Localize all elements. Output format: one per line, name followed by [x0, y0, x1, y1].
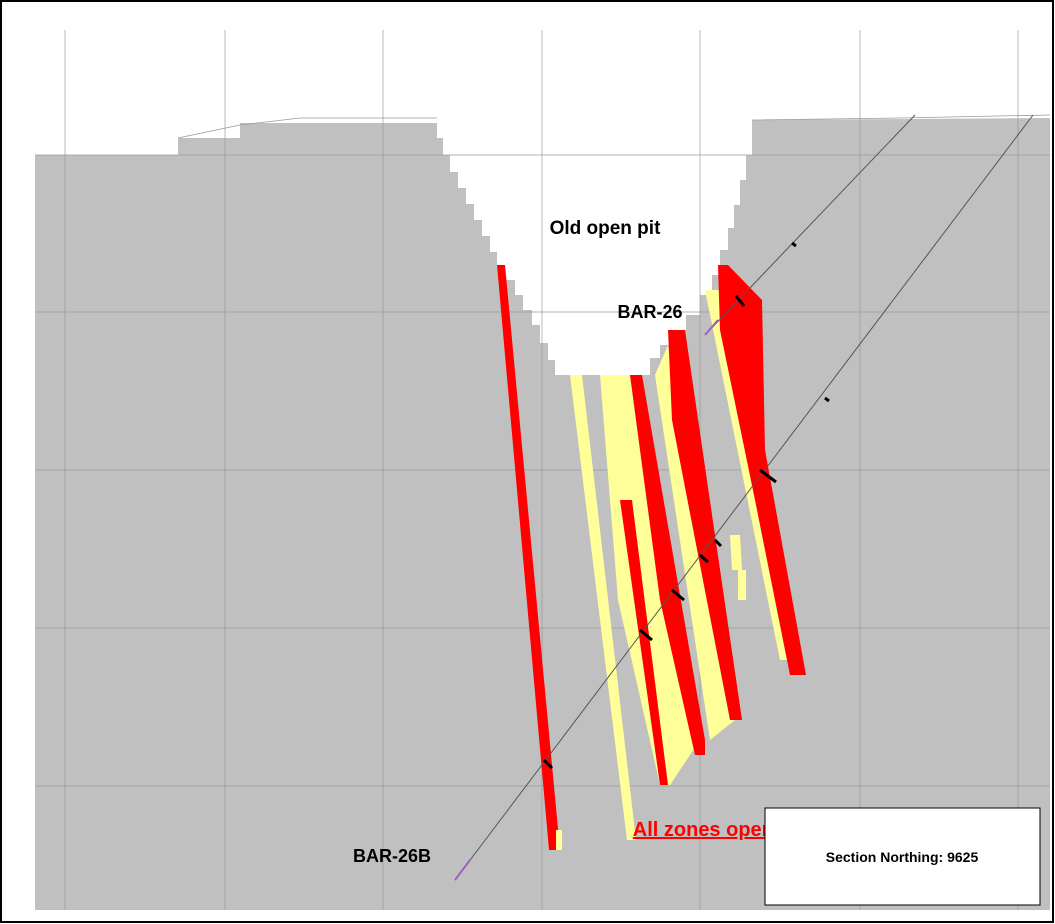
hole-label: BAR-26 [617, 302, 682, 322]
zone-yellow [730, 535, 742, 570]
zone-yellow [556, 830, 562, 850]
pit-label: Old open pit [550, 218, 661, 239]
hole-label: BAR-26B [353, 846, 431, 866]
zone-yellow [738, 570, 746, 600]
section-label: Section Northing: 9625 [826, 849, 979, 865]
section-diagram: Old open pit BAR-26 BAR-26B All zones op… [0, 0, 1055, 924]
